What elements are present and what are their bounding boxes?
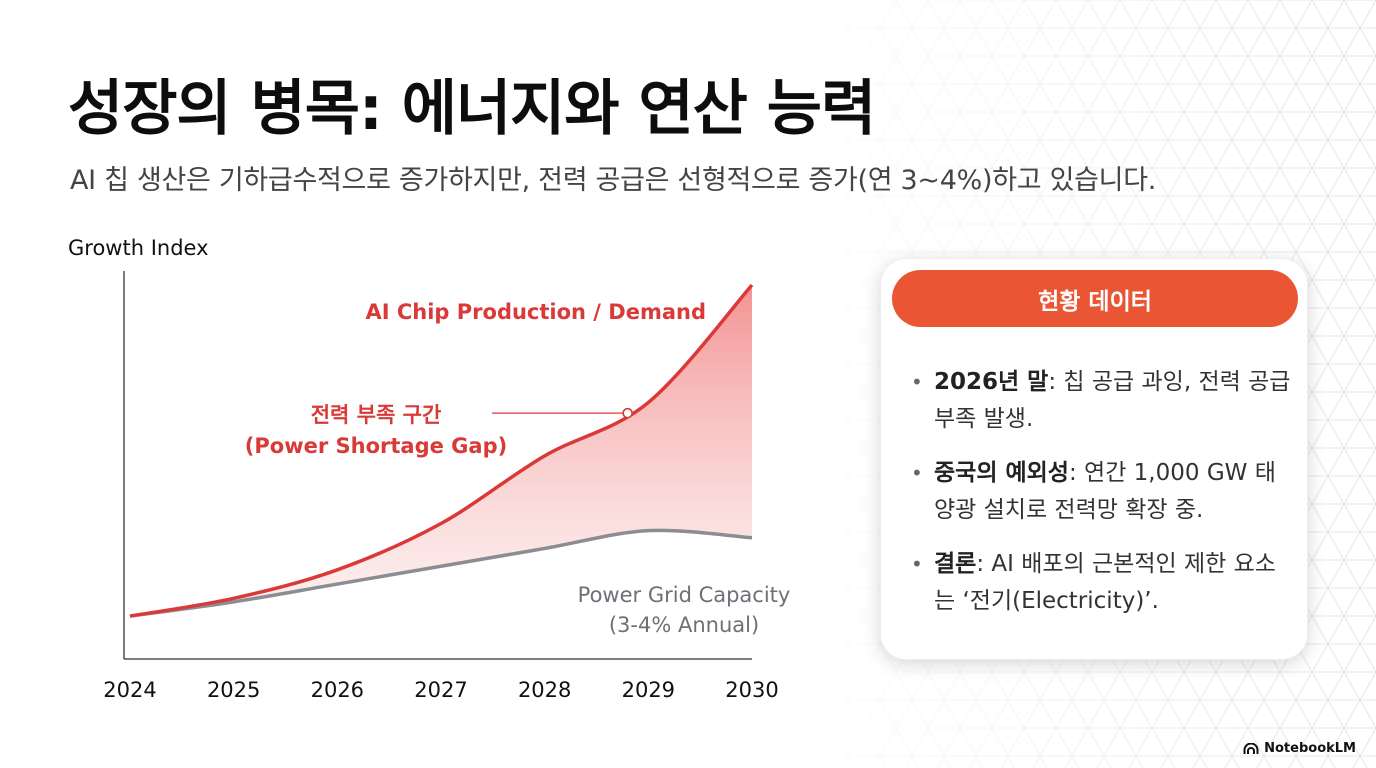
x-tick-label: 2030: [725, 678, 778, 702]
x-tick-label: 2025: [207, 678, 260, 702]
fact-item: • 2026년 말: 칩 공급 과잉, 전력 공급 부족 발생.: [911, 364, 1291, 438]
grid-series-label: Power Grid Capacity: [578, 583, 791, 607]
series-line-ai-chip: [129, 283, 754, 618]
notebooklm-brand: NotebookLM: [1243, 741, 1356, 756]
gap-annotation-marker: [622, 407, 633, 419]
gap-annotation-label-ko: 전력 부족 구간: [311, 403, 442, 427]
fact-list: • 2026년 말: 칩 공급 과잉, 전력 공급 부족 발생. • 중국의 예…: [911, 364, 1291, 637]
x-tick-label: 2029: [622, 678, 675, 702]
bullet-icon: •: [911, 552, 923, 576]
fact-item: • 결론: AI 배포의 근본적인 제한 요소는 ‘전기(Electricity…: [911, 546, 1291, 620]
notebooklm-logo-icon: [1243, 742, 1259, 754]
power-shortage-gap-area: [130, 285, 752, 617]
fact-item: • 중국의 예외성: 연간 1,000 GW 태양광 설치로 전력망 확장 중.: [911, 455, 1291, 529]
bullet-icon: •: [911, 461, 923, 485]
status-data-panel: 현황 데이터 • 2026년 말: 칩 공급 과잉, 전력 공급 부족 발생. …: [880, 258, 1308, 660]
fact-text: : 연간 1,000 GW 태양광 설치로 전력망 확장 중.: [934, 460, 1276, 523]
fact-term: 2026년 말: [934, 369, 1049, 395]
fact-term: 중국의 예외성: [934, 460, 1069, 486]
page-title: 성장의 병목: 에너지와 연산 능력: [68, 74, 876, 144]
x-tick-label: 2026: [311, 678, 364, 702]
fact-text: : 칩 공급 과잉, 전력 공급 부족 발생.: [934, 369, 1291, 432]
gap-annotation-label-en: (Power Shortage Gap): [245, 434, 507, 458]
page-subtitle: AI 칩 생산은 기하급수적으로 증가하지만, 전력 공급은 선형적으로 증가(…: [70, 165, 1157, 196]
bullet-icon: •: [911, 370, 923, 394]
fact-term: 결론: [934, 551, 977, 577]
fact-text: : AI 배포의 근본적인 제한 요소는 ‘전기(Electricity)’.: [934, 551, 1276, 614]
x-tick-label: 2027: [414, 678, 467, 702]
series-line-power-grid: [129, 528, 753, 618]
brand-label: NotebookLM: [1264, 741, 1356, 756]
growth-chart: Growth Index AI Chip Production / Demand…: [68, 236, 791, 702]
x-tick-label: 2024: [103, 678, 156, 702]
y-axis-label: Growth Index: [68, 236, 209, 260]
x-tick-label: 2028: [518, 678, 571, 702]
grid-series-sublabel: (3-4% Annual): [609, 613, 759, 637]
panel-header: 현황 데이터: [892, 270, 1298, 327]
chip-series-label: AI Chip Production / Demand: [365, 300, 706, 324]
